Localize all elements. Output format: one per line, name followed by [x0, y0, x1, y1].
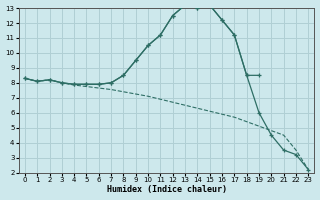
X-axis label: Humidex (Indice chaleur): Humidex (Indice chaleur)	[107, 185, 227, 194]
